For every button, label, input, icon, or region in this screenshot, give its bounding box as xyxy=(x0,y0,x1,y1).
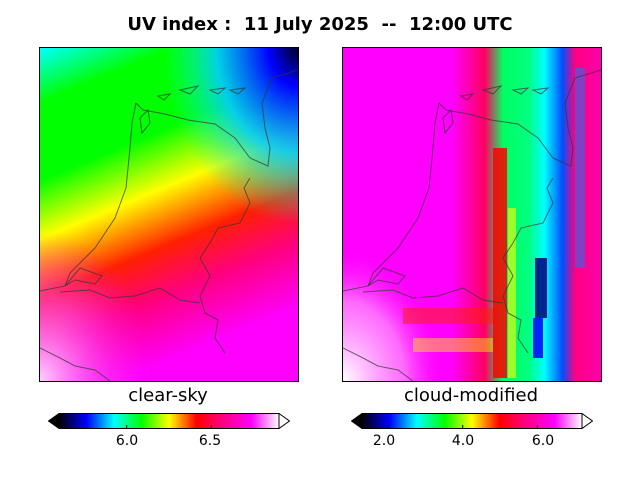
colorbar-body xyxy=(361,413,583,429)
cloud-modified-map-canvas xyxy=(343,48,601,381)
colorbar-tick-label: 4.0 xyxy=(451,433,475,449)
clear-sky-map-canvas xyxy=(40,48,298,381)
coastline-outline xyxy=(40,69,298,381)
colorbar-clear-sky xyxy=(48,413,290,429)
colorbar-tick-label: 6.5 xyxy=(198,433,222,449)
colorbar-body xyxy=(58,413,280,429)
cloud-modified-map xyxy=(342,47,602,382)
coastline-outline-2 xyxy=(343,69,601,381)
colorbar-cloud-modified xyxy=(351,413,593,429)
clear-sky-map xyxy=(39,47,299,382)
colorbar-extend-min xyxy=(351,413,363,429)
colorbar-extend-max xyxy=(581,413,593,429)
figure-title: UV index : 11 July 2025 -- 12:00 UTC xyxy=(127,14,513,35)
cloud-bands xyxy=(403,68,585,378)
colorbar-tick-label: 2.0 xyxy=(372,433,396,449)
colorbar-tick-label: 6.0 xyxy=(531,433,555,449)
colorbar-extend-max xyxy=(278,413,290,429)
colorbar-extend-min xyxy=(48,413,60,429)
cloud-modified-label: cloud-modified xyxy=(403,385,539,406)
clear-sky-label: clear-sky xyxy=(128,385,208,406)
colorbar-tick-label: 6.0 xyxy=(115,433,139,449)
